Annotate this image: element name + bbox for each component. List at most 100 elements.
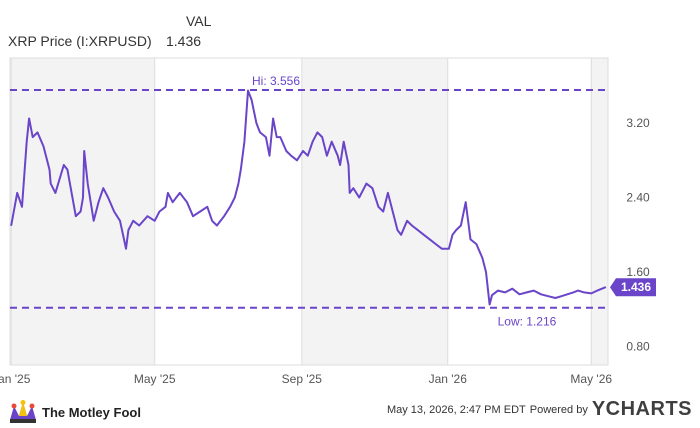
price-point bbox=[21, 206, 23, 208]
price-point bbox=[229, 206, 231, 208]
y-tick-label: 3.20 bbox=[626, 116, 650, 130]
price-point bbox=[560, 295, 562, 297]
price-point bbox=[411, 224, 413, 227]
price-point bbox=[488, 303, 491, 306]
price-point bbox=[349, 192, 351, 194]
price-point bbox=[97, 201, 100, 203]
price-point bbox=[79, 210, 82, 213]
price-point bbox=[441, 248, 443, 250]
price-point bbox=[475, 243, 478, 245]
price-point bbox=[216, 224, 218, 227]
price-point bbox=[566, 293, 568, 295]
price-point bbox=[337, 155, 339, 157]
price-point bbox=[234, 196, 236, 199]
x-tick-label: Jan '26 bbox=[429, 372, 468, 386]
price-point bbox=[247, 89, 249, 92]
price-point bbox=[392, 210, 394, 213]
price-point bbox=[211, 220, 213, 222]
price-point bbox=[290, 155, 292, 157]
price-point bbox=[75, 215, 77, 217]
price-point bbox=[276, 136, 278, 138]
plot-band bbox=[301, 58, 448, 365]
price-point bbox=[601, 288, 603, 290]
price-point bbox=[465, 201, 467, 203]
price-point bbox=[504, 291, 506, 294]
plot-frame bbox=[9, 57, 609, 366]
ycharts-logo: YCHARTS bbox=[591, 398, 692, 420]
price-point bbox=[82, 196, 84, 199]
price-point bbox=[307, 155, 309, 157]
price-point bbox=[255, 122, 257, 124]
price-point bbox=[132, 220, 134, 222]
price-point bbox=[321, 136, 323, 138]
attribution: May 13, 2026, 2:47 PM EDT Powered by YCH… bbox=[387, 398, 692, 421]
price-point bbox=[554, 297, 556, 299]
price-point bbox=[36, 131, 39, 134]
price-point bbox=[577, 289, 579, 292]
price-point bbox=[154, 220, 156, 222]
price-point bbox=[93, 220, 95, 222]
price-point bbox=[448, 248, 450, 250]
price-point bbox=[10, 224, 12, 227]
legend-header: VAL bbox=[186, 13, 212, 29]
price-point bbox=[382, 210, 384, 213]
price-point bbox=[596, 289, 598, 292]
price-point bbox=[28, 117, 30, 120]
price-point bbox=[371, 187, 373, 189]
price-point bbox=[125, 248, 127, 250]
price-point bbox=[119, 220, 121, 222]
high-label: Hi: 3.556 bbox=[252, 74, 300, 88]
price-point bbox=[485, 271, 487, 273]
price-point bbox=[540, 293, 542, 295]
price-point bbox=[358, 196, 360, 199]
price-point bbox=[497, 289, 499, 292]
last-value-label: 1.436 bbox=[621, 280, 651, 294]
price-point bbox=[250, 99, 253, 101]
price-point bbox=[32, 136, 34, 138]
price-point bbox=[365, 182, 368, 185]
price-point bbox=[272, 117, 274, 120]
price-point bbox=[326, 155, 328, 157]
price-point bbox=[547, 295, 549, 297]
price-point bbox=[146, 215, 149, 217]
price-point bbox=[87, 182, 89, 185]
price-point bbox=[265, 136, 267, 138]
price-chart: Jan '25 May '25 Sep '25 Jan '26 May '26 0.80 1… bbox=[0, 57, 656, 386]
price-point bbox=[460, 224, 462, 227]
price-point bbox=[237, 182, 240, 185]
price-point bbox=[469, 238, 472, 241]
brand-logo: The Motley Fool bbox=[8, 400, 141, 424]
price-point bbox=[455, 229, 457, 231]
price-point bbox=[435, 243, 437, 245]
price-point bbox=[158, 210, 161, 213]
price-point bbox=[102, 187, 104, 189]
price-point bbox=[311, 141, 314, 143]
price-point bbox=[511, 288, 513, 290]
legend-series-value: 1.436 bbox=[166, 33, 202, 49]
price-point bbox=[352, 187, 354, 189]
price-point bbox=[605, 286, 607, 288]
jester-hat-icon bbox=[10, 400, 36, 423]
price-point bbox=[296, 159, 298, 161]
price-point bbox=[331, 141, 333, 143]
price-point bbox=[417, 229, 419, 231]
price-point bbox=[302, 150, 304, 152]
y-tick-label: 0.80 bbox=[626, 339, 650, 353]
price-point bbox=[42, 145, 45, 147]
price-point bbox=[167, 192, 169, 194]
price-point bbox=[107, 196, 109, 199]
x-tick-label: Jan '25 bbox=[0, 372, 31, 386]
price-point bbox=[206, 206, 208, 208]
price-point bbox=[316, 131, 318, 134]
price-point bbox=[406, 220, 408, 222]
price-point bbox=[16, 192, 18, 194]
price-point bbox=[50, 182, 52, 185]
x-tick-label: Sep '25 bbox=[282, 372, 323, 386]
last-value-badge bbox=[610, 278, 656, 297]
price-point bbox=[400, 234, 402, 236]
price-point bbox=[590, 292, 592, 294]
price-point bbox=[26, 141, 28, 143]
price-point bbox=[259, 131, 261, 134]
price-point bbox=[279, 136, 281, 138]
price-point bbox=[113, 210, 115, 213]
